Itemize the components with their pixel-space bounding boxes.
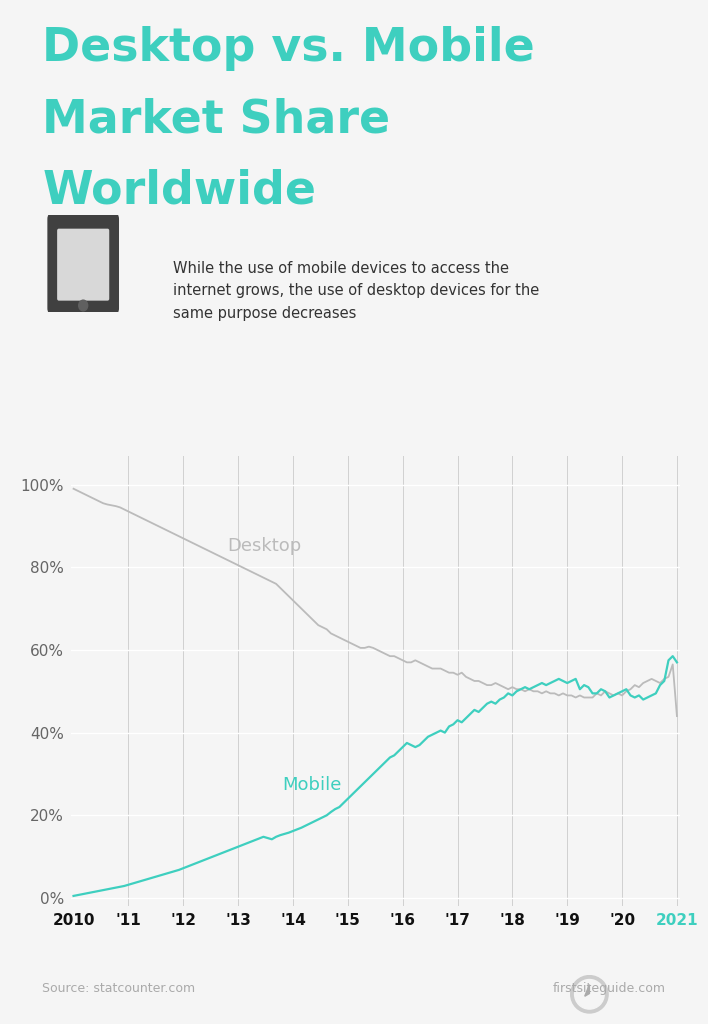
Text: Market Share: Market Share (42, 97, 391, 142)
FancyBboxPatch shape (47, 213, 119, 314)
Circle shape (575, 980, 604, 1009)
Text: Mobile: Mobile (282, 776, 341, 795)
Polygon shape (585, 985, 590, 996)
Text: Desktop vs. Mobile: Desktop vs. Mobile (42, 26, 535, 71)
Text: Desktop: Desktop (227, 537, 302, 555)
Text: Worldwide: Worldwide (42, 169, 316, 214)
Circle shape (571, 976, 608, 1013)
Text: While the use of mobile devices to access the
internet grows, the use of desktop: While the use of mobile devices to acces… (173, 261, 539, 321)
FancyBboxPatch shape (57, 228, 109, 301)
Text: firstsiteguide.com: firstsiteguide.com (552, 982, 666, 995)
Circle shape (79, 300, 88, 311)
Text: Source: statcounter.com: Source: statcounter.com (42, 982, 195, 995)
